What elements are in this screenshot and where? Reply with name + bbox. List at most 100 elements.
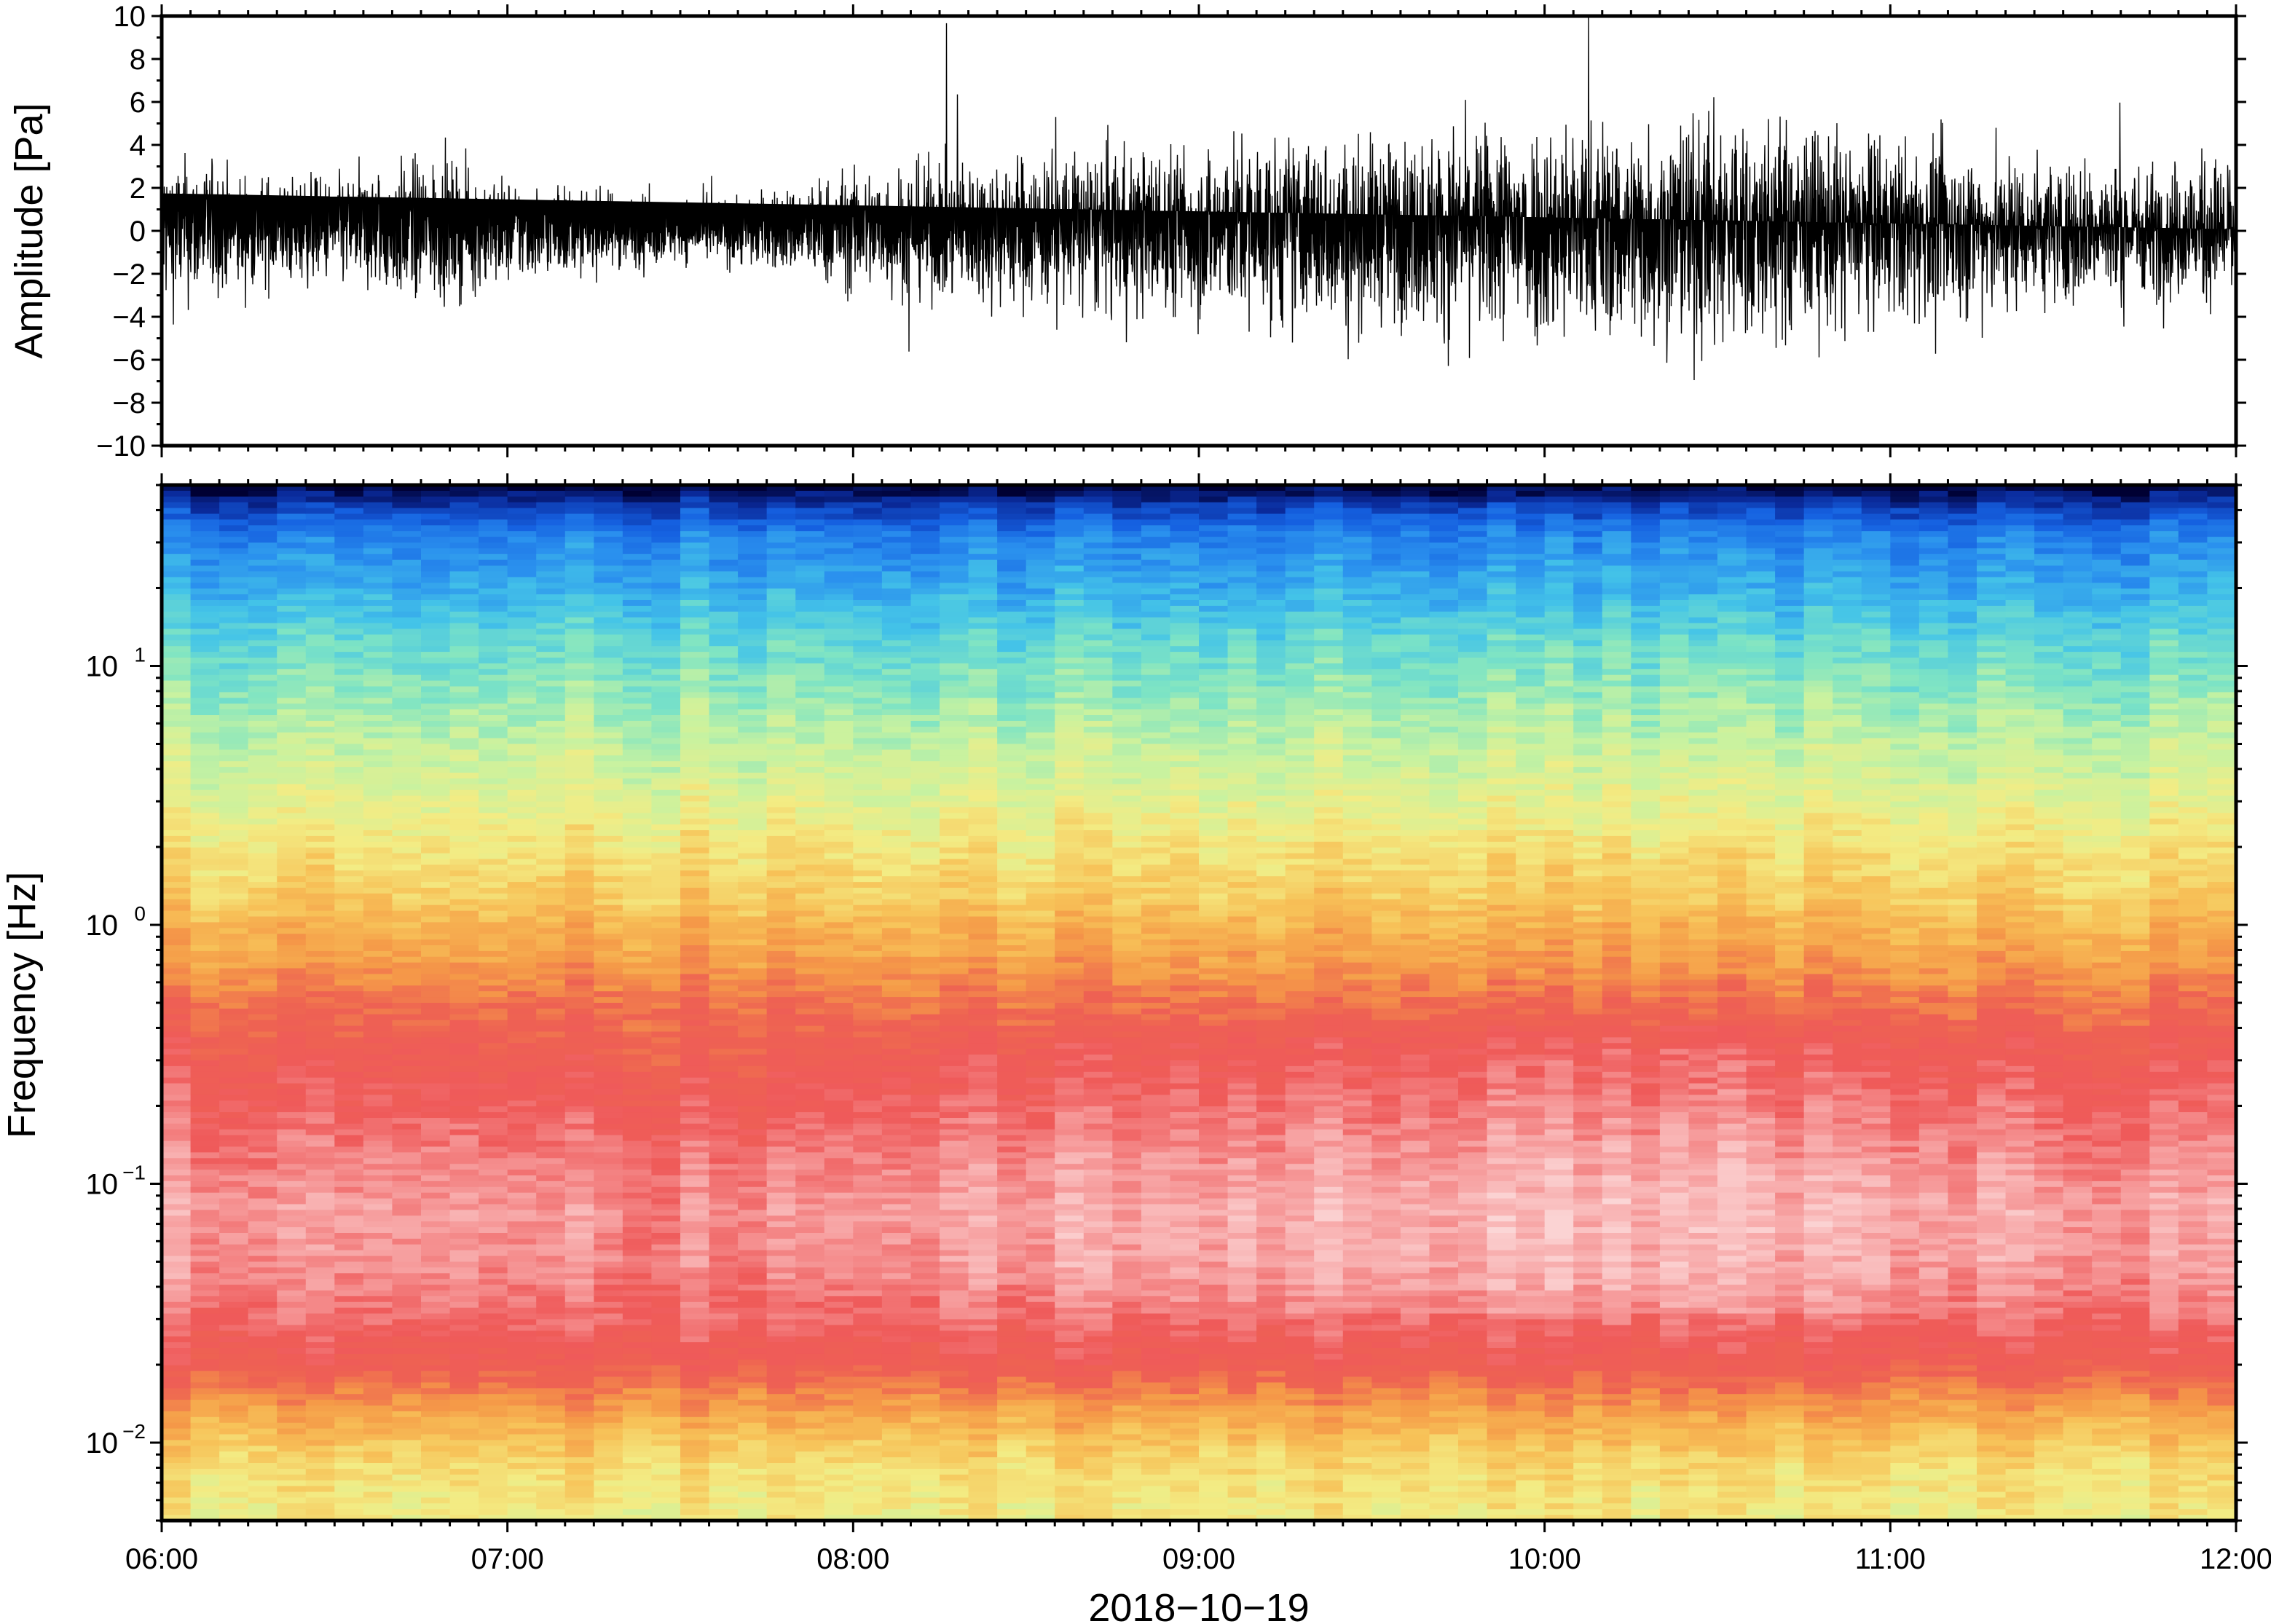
- spectrogram-cell: [277, 560, 306, 567]
- spectrogram-cell: [334, 773, 363, 779]
- spectrogram-cell: [363, 692, 393, 698]
- spectrogram-cell: [306, 934, 335, 940]
- spectrogram-cell: [824, 508, 854, 515]
- spectrogram-cell: [536, 807, 565, 813]
- spectrogram-cell: [795, 1360, 824, 1366]
- spectrogram-cell: [334, 1423, 363, 1430]
- spectrogram-cell: [738, 969, 767, 975]
- spectrogram-cell: [277, 790, 306, 797]
- spectrogram-cell: [594, 1377, 623, 1384]
- spectrogram-cell: [306, 842, 335, 848]
- spectrogram-cell: [824, 749, 854, 756]
- spectrogram-cell: [248, 854, 278, 860]
- spectrogram-cell: [709, 531, 739, 537]
- spectrogram-cell: [910, 917, 940, 923]
- spectrogram-cell: [306, 1509, 335, 1515]
- spectrogram-cell: [508, 606, 537, 612]
- spectrogram-cell: [651, 1124, 680, 1130]
- spectrogram-cell: [623, 1388, 652, 1395]
- spectrogram-cell: [536, 1003, 565, 1009]
- spectrogram-cell: [795, 894, 824, 900]
- spectrogram-cell: [536, 1158, 565, 1164]
- spectrogram-cell: [191, 669, 220, 676]
- spectrogram-cell: [450, 1210, 479, 1216]
- spectrogram-cell: [738, 1497, 767, 1504]
- spectrogram-cell: [910, 1020, 940, 1027]
- spectrogram-cell: [623, 864, 652, 871]
- spectrogram-cell: [910, 618, 940, 624]
- spectrogram-cell: [392, 1388, 421, 1395]
- spectrogram-cell: [392, 560, 421, 567]
- spectrogram-cell: [623, 1060, 652, 1067]
- spectrogram-cell: [767, 687, 796, 693]
- spectrogram-cell: [508, 1118, 537, 1124]
- spectrogram-cell: [421, 974, 450, 981]
- spectrogram-cell: [162, 985, 191, 992]
- spectrogram-cell: [767, 1348, 796, 1355]
- spectrogram-cell: [277, 1296, 306, 1303]
- spectrogram-cell: [508, 830, 537, 837]
- spectrogram-cell: [882, 519, 911, 526]
- spectrogram-cell: [536, 709, 565, 716]
- spectrogram-cell: [680, 1239, 709, 1245]
- spectrogram-cell: [363, 738, 393, 745]
- spectrogram-cell: [623, 1492, 652, 1499]
- spectrogram-cell: [738, 744, 767, 751]
- spectrogram-cell: [795, 600, 824, 607]
- spectrogram-cell: [767, 612, 796, 618]
- spectrogram-cell: [767, 784, 796, 791]
- spectrogram-cell: [334, 997, 363, 1004]
- spectrogram-cell: [248, 894, 278, 900]
- spectrogram-cell: [680, 802, 709, 808]
- spectrogram-cell: [248, 991, 278, 998]
- spectrogram-cell: [306, 1354, 335, 1360]
- spectrogram-cell: [162, 1509, 191, 1515]
- spectrogram-cell: [767, 1336, 796, 1343]
- spectrogram-cell: [277, 1199, 306, 1205]
- spectrogram-cell: [421, 1118, 450, 1124]
- spectrogram-cell: [219, 1014, 248, 1021]
- spectrogram-cell: [191, 1475, 220, 1481]
- spectrogram-cell: [680, 1492, 709, 1499]
- spectrogram-cell: [651, 1239, 680, 1245]
- spectrogram-cell: [392, 1164, 421, 1170]
- spectrogram-cell: [162, 629, 191, 636]
- spectrogram-cell: [623, 755, 652, 762]
- spectrogram-cell: [738, 1394, 767, 1400]
- spectrogram-cell: [824, 572, 854, 578]
- spectrogram-cell: [882, 1084, 911, 1090]
- spectrogram-cell: [623, 1273, 652, 1280]
- spectrogram-cell: [623, 1239, 652, 1245]
- spectrogram-cell: [219, 1296, 248, 1303]
- spectrogram-cell: [363, 623, 393, 630]
- spectrogram-cell: [248, 618, 278, 624]
- spectrogram-cell: [277, 1371, 306, 1378]
- spectrogram-cell: [767, 1417, 796, 1424]
- spectrogram-cell: [651, 491, 680, 497]
- spectrogram-cell: [709, 1492, 739, 1499]
- spectrogram-cell: [795, 1066, 824, 1073]
- spectrogram-cell: [277, 899, 306, 906]
- spectrogram-cell: [191, 531, 220, 537]
- spectrogram-cell: [363, 1141, 393, 1148]
- spectrogram-cell: [479, 1009, 508, 1015]
- spectrogram-cell: [191, 1233, 220, 1239]
- spectrogram-cell: [594, 1181, 623, 1188]
- spectrogram-cell: [363, 957, 393, 963]
- spectrogram-cell: [334, 1308, 363, 1314]
- spectrogram-cell: [680, 681, 709, 687]
- spectrogram-cell: [508, 1164, 537, 1170]
- spectrogram-cell: [219, 951, 248, 958]
- spectrogram-cell: [191, 1435, 220, 1441]
- spectrogram-cell: [824, 663, 854, 670]
- spectrogram-cell: [421, 1239, 450, 1245]
- spectrogram-cell: [680, 1215, 709, 1222]
- spectrogram-cell: [363, 969, 393, 975]
- spectrogram-cell: [680, 1095, 709, 1101]
- spectrogram-cell: [536, 543, 565, 549]
- spectrogram-cell: [738, 1469, 767, 1475]
- spectrogram-cell: [191, 1112, 220, 1119]
- spectrogram-cell: [162, 1486, 191, 1493]
- spectrogram-cell: [651, 1475, 680, 1481]
- spectrogram-cell: [565, 934, 594, 940]
